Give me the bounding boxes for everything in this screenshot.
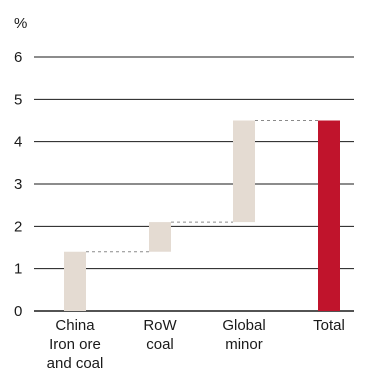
increment-bar <box>149 222 171 252</box>
y-tick-label: 4 <box>14 134 22 151</box>
y-tick-label: 2 <box>14 218 22 235</box>
y-axis-unit-label: % <box>14 15 27 32</box>
x-category-label: Global <box>222 317 265 334</box>
x-category-label: Total <box>313 317 345 334</box>
total-bar <box>318 120 340 311</box>
x-category-label: Iron ore <box>49 336 101 353</box>
x-category-label: RoW <box>143 317 177 334</box>
y-tick-label: 0 <box>14 303 22 320</box>
y-axis-ticks: 0 1 2 3 4 5 6 <box>14 49 22 320</box>
increment-bar <box>64 251 86 311</box>
y-tick-label: 1 <box>14 261 22 278</box>
x-category-label: minor <box>225 336 263 353</box>
x-category-label: and coal <box>47 355 104 372</box>
y-tick-label: 5 <box>14 91 22 108</box>
gridlines <box>34 56 354 312</box>
bars <box>64 120 340 311</box>
x-axis-labels: China Iron ore and coal RoW coal Global minor T… <box>47 317 345 372</box>
y-tick-label: 6 <box>14 49 22 66</box>
x-category-label: China <box>55 317 95 334</box>
connectors <box>86 120 318 253</box>
increment-bar <box>233 120 255 223</box>
x-category-label: coal <box>146 336 174 353</box>
y-tick-label: 3 <box>14 176 22 193</box>
